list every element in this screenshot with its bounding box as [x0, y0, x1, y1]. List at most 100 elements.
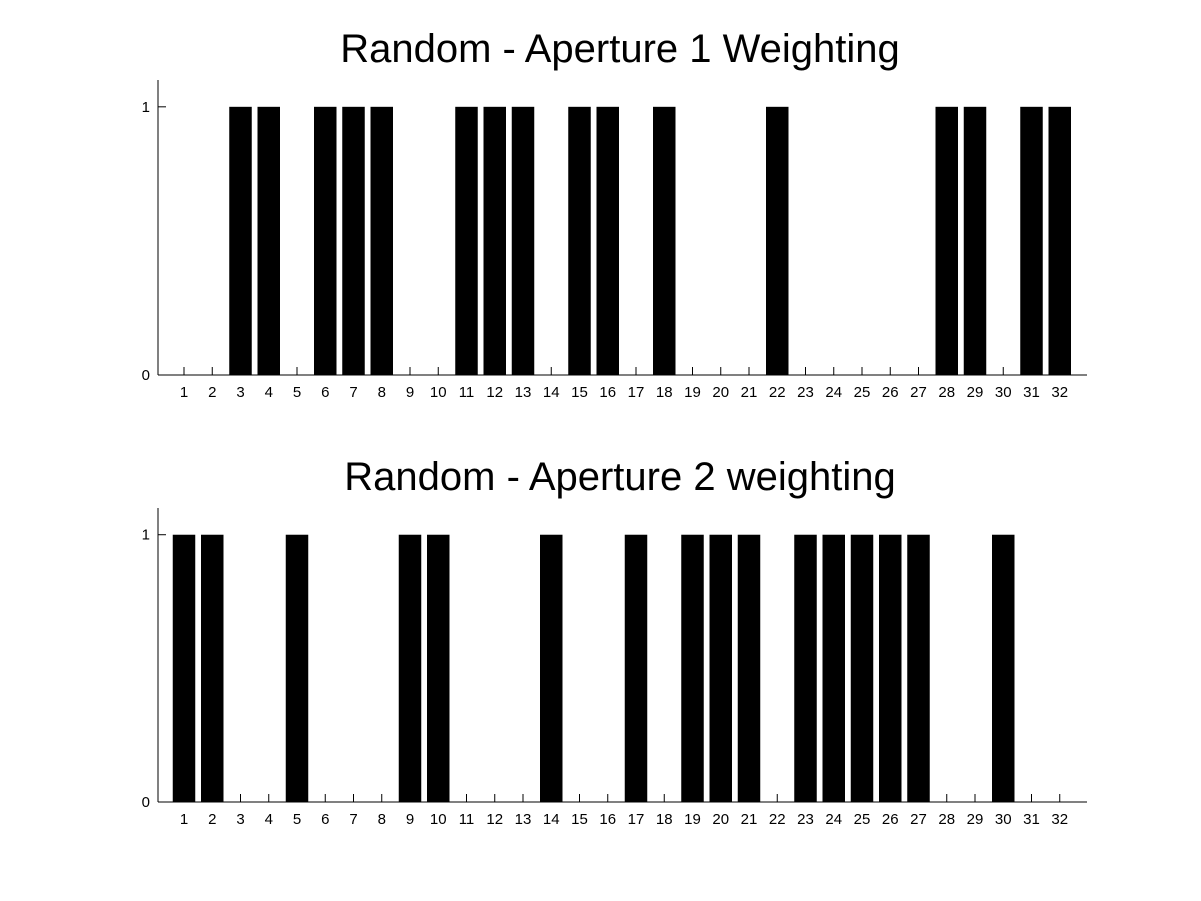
x-tick-label: 7: [349, 384, 357, 401]
x-tick-label: 3: [236, 811, 244, 828]
x-tick-label: 26: [882, 384, 899, 401]
x-tick-label: 28: [938, 384, 955, 401]
y-tick-label: 1: [142, 527, 150, 544]
x-tick-label: 12: [486, 384, 503, 401]
bar: [681, 534, 704, 802]
x-tick-label: 24: [825, 811, 842, 828]
x-tick-label: 21: [741, 811, 758, 828]
x-tick-label: 10: [430, 811, 447, 828]
bar: [370, 106, 393, 375]
x-tick-label: 6: [321, 811, 329, 828]
bar: [511, 106, 535, 375]
x-tick-label: 9: [406, 811, 414, 828]
bar: [766, 106, 789, 375]
x-tick-label: 16: [599, 811, 616, 828]
x-tick-label: 2: [208, 384, 216, 401]
x-tick-label: 23: [797, 384, 814, 401]
bar: [992, 534, 1015, 802]
x-tick-label: 30: [995, 384, 1012, 401]
bar: [596, 106, 619, 375]
x-tick-label: 20: [712, 811, 729, 828]
x-tick-label: 18: [656, 811, 673, 828]
x-tick-label: 15: [571, 811, 588, 828]
bar: [624, 534, 648, 802]
bar: [653, 106, 676, 375]
bar: [229, 106, 252, 375]
bar: [737, 534, 761, 802]
x-tick-label: 31: [1023, 384, 1040, 401]
bar: [455, 106, 478, 375]
x-tick-label: 13: [515, 811, 532, 828]
x-tick-label: 20: [712, 384, 729, 401]
x-tick-label: 6: [321, 384, 329, 401]
x-tick-label: 1: [180, 811, 188, 828]
y-tick-label: 0: [142, 367, 150, 384]
x-tick-label: 21: [741, 384, 758, 401]
bar: [314, 106, 337, 375]
x-tick-label: 27: [910, 811, 927, 828]
x-tick-label: 5: [293, 811, 301, 828]
x-tick-label: 12: [486, 811, 503, 828]
x-tick-label: 4: [265, 384, 273, 401]
x-tick-label: 26: [882, 811, 899, 828]
bar: [794, 534, 817, 802]
x-tick-label: 14: [543, 811, 560, 828]
x-tick-label: 22: [769, 811, 786, 828]
bar: [483, 106, 506, 375]
x-tick-label: 8: [378, 811, 386, 828]
x-tick-label: 3: [236, 384, 244, 401]
x-tick-label: 4: [265, 811, 273, 828]
chart-title: Random - Aperture 2 weighting: [344, 455, 895, 499]
bar: [398, 534, 422, 802]
bar: [257, 106, 280, 375]
x-tick-label: 24: [825, 384, 842, 401]
x-tick-label: 15: [571, 384, 588, 401]
x-tick-label: 30: [995, 811, 1012, 828]
x-tick-label: 19: [684, 384, 701, 401]
x-tick-label: 1: [180, 384, 188, 401]
x-tick-label: 29: [967, 384, 984, 401]
x-tick-label: 16: [599, 384, 616, 401]
x-tick-label: 19: [684, 811, 701, 828]
x-tick-label: 23: [797, 811, 814, 828]
x-tick-label: 8: [378, 384, 386, 401]
x-tick-label: 13: [515, 384, 532, 401]
x-tick-label: 2: [208, 811, 216, 828]
bar: [427, 534, 450, 802]
bar: [172, 534, 196, 802]
bar: [879, 534, 902, 802]
bar: [850, 534, 874, 802]
bar: [935, 106, 958, 375]
x-tick-label: 31: [1023, 811, 1040, 828]
x-tick-label: 17: [628, 811, 645, 828]
bar: [201, 534, 224, 802]
bar: [285, 534, 309, 802]
bar: [1020, 106, 1043, 375]
bar: [1048, 106, 1071, 375]
bar: [568, 106, 591, 375]
y-tick-label: 1: [142, 99, 150, 116]
x-tick-label: 28: [938, 811, 955, 828]
x-tick-label: 29: [967, 811, 984, 828]
bar: [822, 534, 845, 802]
bar: [709, 534, 732, 802]
bar: [342, 106, 365, 375]
x-tick-label: 18: [656, 384, 673, 401]
bar: [540, 534, 563, 802]
x-tick-label: 27: [910, 384, 927, 401]
x-tick-label: 22: [769, 384, 786, 401]
x-tick-label: 5: [293, 384, 301, 401]
x-tick-label: 11: [459, 384, 475, 401]
x-tick-label: 17: [628, 384, 645, 401]
bar: [963, 106, 987, 375]
x-tick-label: 14: [543, 384, 560, 401]
x-tick-label: 10: [430, 384, 447, 401]
x-tick-label: 25: [854, 811, 871, 828]
chart-title: Random - Aperture 1 Weighting: [340, 27, 900, 71]
y-tick-label: 0: [142, 794, 150, 811]
bar: [907, 534, 930, 802]
x-tick-label: 32: [1051, 384, 1068, 401]
x-tick-label: 9: [406, 384, 414, 401]
